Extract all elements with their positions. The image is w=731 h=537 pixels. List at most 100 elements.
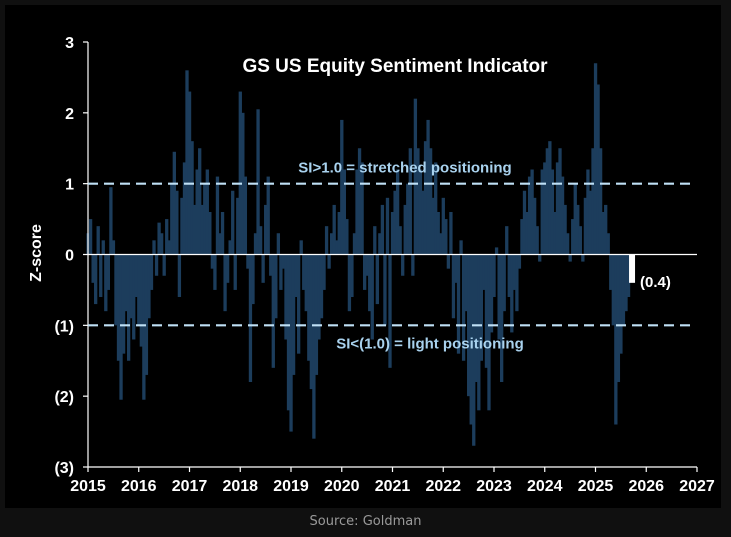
data-bar: [467, 254, 471, 397]
data-bar: [109, 187, 113, 255]
data-bar: [347, 254, 352, 312]
data-bar: [284, 254, 288, 340]
y-tick-label: (1): [54, 318, 74, 335]
data-bar: [154, 254, 159, 276]
data-bar: [134, 254, 138, 297]
data-bar: [588, 190, 593, 255]
data-bar: [383, 254, 387, 326]
data-bar: [330, 233, 334, 255]
data-bar: [172, 151, 176, 255]
data-bar: [124, 254, 128, 312]
data-bar: [434, 162, 438, 255]
data-bar: [167, 240, 171, 255]
data-bar: [548, 141, 552, 255]
data-bar: [378, 233, 382, 255]
data-bar: [621, 254, 626, 326]
data-bar: [340, 119, 344, 255]
y-axis-label: Z-score: [28, 224, 45, 282]
data-bar: [137, 254, 141, 326]
data-bar: [533, 197, 537, 255]
data-bar: [114, 254, 118, 326]
data-bar: [472, 254, 476, 446]
data-bar: [390, 212, 395, 255]
data-bar: [538, 254, 542, 262]
data-bar: [246, 254, 250, 269]
data-bar: [535, 226, 539, 255]
data-bar: [571, 219, 575, 255]
data-bar: [464, 254, 468, 312]
data-bar: [127, 254, 131, 361]
data-bar: [406, 183, 410, 255]
data-bar: [586, 169, 590, 255]
data-bar: [611, 254, 615, 326]
data-bar: [99, 254, 103, 297]
data-bar: [208, 212, 212, 255]
data-bar: [624, 254, 628, 312]
y-tick-label: 0: [65, 248, 74, 265]
data-bar: [223, 254, 227, 312]
data-bar: [426, 119, 430, 255]
data-bar: [449, 212, 453, 255]
data-bar: [231, 190, 235, 255]
data-bar: [395, 169, 400, 255]
data-bar: [479, 254, 484, 361]
data-bar: [251, 254, 255, 305]
data-bar: [598, 148, 603, 255]
data-bar: [286, 254, 291, 411]
data-bar: [233, 254, 237, 290]
y-tick-label: (2): [54, 389, 74, 406]
data-bar: [477, 254, 481, 411]
data-bar: [439, 233, 443, 255]
data-bar: [456, 254, 461, 354]
data-bar: [289, 254, 293, 432]
data-bar: [177, 254, 182, 297]
data-bar: [225, 254, 230, 283]
data-bar: [352, 233, 357, 255]
data-bar: [159, 233, 164, 255]
data-bar: [144, 254, 149, 375]
data-bar: [609, 254, 613, 290]
data-bar: [266, 176, 270, 255]
data-bar: [175, 190, 179, 255]
data-bar: [180, 197, 184, 255]
y-tick-label: 2: [65, 106, 74, 123]
x-tick-label: 2020: [324, 478, 360, 495]
data-bar: [129, 254, 133, 319]
latest-value-bar: [629, 254, 636, 283]
x-tick-label: 2027: [679, 478, 715, 495]
data-bar: [88, 219, 93, 255]
data-bar: [271, 254, 275, 368]
data-bar: [324, 226, 329, 255]
data-bar: [147, 254, 151, 319]
data-bar: [116, 254, 121, 361]
data-bar: [342, 169, 346, 255]
data-bar: [616, 254, 621, 382]
data-bar: [241, 112, 245, 255]
data-bar: [104, 254, 108, 312]
data-bar: [446, 254, 451, 269]
data-bar: [119, 254, 123, 400]
data-bar: [370, 254, 374, 340]
data-bar: [203, 183, 207, 255]
data-bar: [560, 176, 565, 255]
data-bar: [578, 226, 582, 255]
data-bar: [510, 254, 514, 333]
data-bar: [591, 148, 595, 255]
data-bar: [520, 219, 524, 255]
data-bar: [558, 148, 562, 255]
data-bar: [502, 254, 506, 312]
data-bar: [165, 219, 169, 255]
data-bar: [494, 247, 499, 255]
data-bar: [190, 141, 194, 255]
data-bar: [517, 254, 522, 269]
data-bar: [101, 240, 105, 255]
data-bar: [583, 197, 588, 255]
threshold-upper-label: SI>1.0 = stretched positioning: [298, 160, 511, 177]
data-bar: [291, 254, 296, 375]
data-bar: [484, 254, 489, 368]
data-bar: [106, 254, 110, 290]
data-bar: [403, 204, 407, 255]
data-bar: [332, 204, 336, 255]
data-bar: [487, 254, 491, 411]
